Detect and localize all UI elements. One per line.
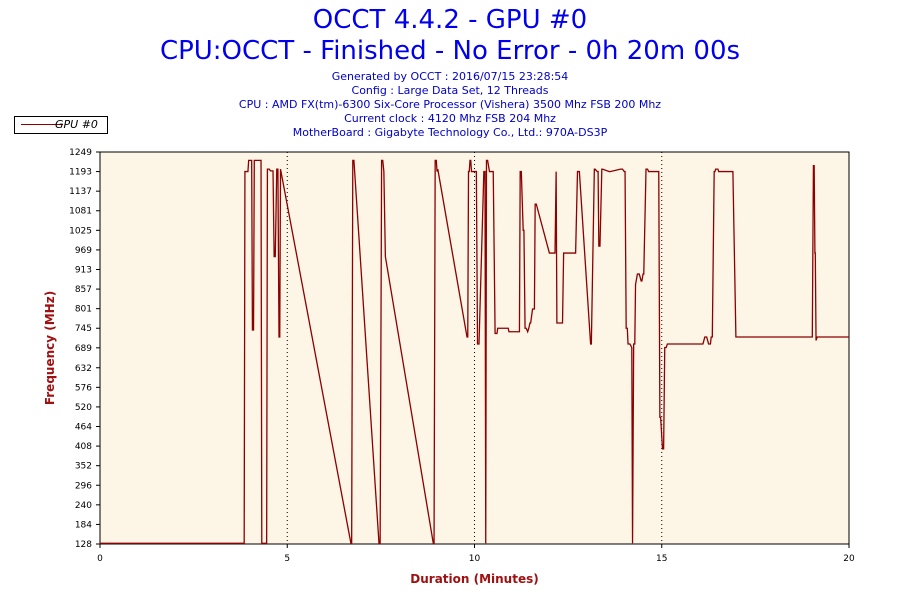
config-info: Config : Large Data Set, 12 Threads (351, 84, 549, 97)
motherboard-info: MotherBoard : Gigabyte Technology Co., L… (292, 126, 608, 139)
series-layer (100, 159, 849, 544)
y-tick-label: 913 (75, 265, 92, 275)
x-tick-label: 0 (97, 554, 103, 564)
x-tick-label: 20 (843, 554, 855, 564)
y-tick-label: 1193 (69, 168, 92, 178)
y-tick-label: 184 (75, 520, 92, 530)
y-tick-label: 632 (75, 364, 92, 374)
chart-title: OCCT 4.4.2 - GPU #0 (312, 5, 588, 35)
y-axis-title: Frequency (MHz) (43, 291, 57, 405)
legend: GPU #0 (14, 116, 108, 134)
y-tick-label: 240 (75, 501, 92, 511)
y-tick-label: 408 (75, 442, 92, 452)
x-axis: 0 5 10 15 20 (97, 544, 855, 564)
y-tick-label: 520 (75, 403, 92, 413)
y-tick-label: 857 (75, 285, 92, 295)
x-tick-label: 5 (284, 554, 290, 564)
generated-info: Generated by OCCT : 2016/07/15 23:28:54 (331, 70, 569, 83)
y-axis: 128 184 240 296 352 408 464 520 576 632 689 745 801 8… (69, 148, 100, 550)
y-tick-label: 1249 (69, 148, 92, 158)
legend-label: GPU #0 (55, 118, 98, 131)
y-tick-label: 296 (75, 481, 92, 491)
chart-subtitle: CPU:OCCT - Finished - No Error - 0h 20m … (159, 36, 741, 66)
y-tick-label: 1137 (69, 187, 92, 197)
series-line-gpu-0 (100, 159, 849, 544)
y-tick-label: 576 (75, 383, 92, 393)
y-tick-label: 128 (75, 540, 92, 550)
legend-swatch (21, 124, 63, 125)
x-axis-title: Duration (Minutes) (410, 572, 538, 586)
y-tick-label: 969 (75, 246, 92, 256)
x-tick-label: 15 (656, 554, 667, 564)
grid (286, 152, 663, 544)
y-tick-label: 801 (75, 305, 92, 315)
y-tick-label: 464 (75, 423, 92, 433)
y-tick-label: 745 (75, 324, 92, 334)
x-tick-label: 10 (469, 554, 481, 564)
y-tick-label: 352 (75, 462, 92, 472)
cpu-info: CPU : AMD FX(tm)-6300 Six-Core Processor… (238, 98, 662, 111)
y-tick-label: 1081 (69, 207, 92, 217)
clock-info: Current clock : 4120 Mhz FSB 204 Mhz (344, 112, 556, 125)
y-tick-label: 689 (75, 344, 92, 354)
y-tick-label: 1025 (69, 226, 92, 236)
